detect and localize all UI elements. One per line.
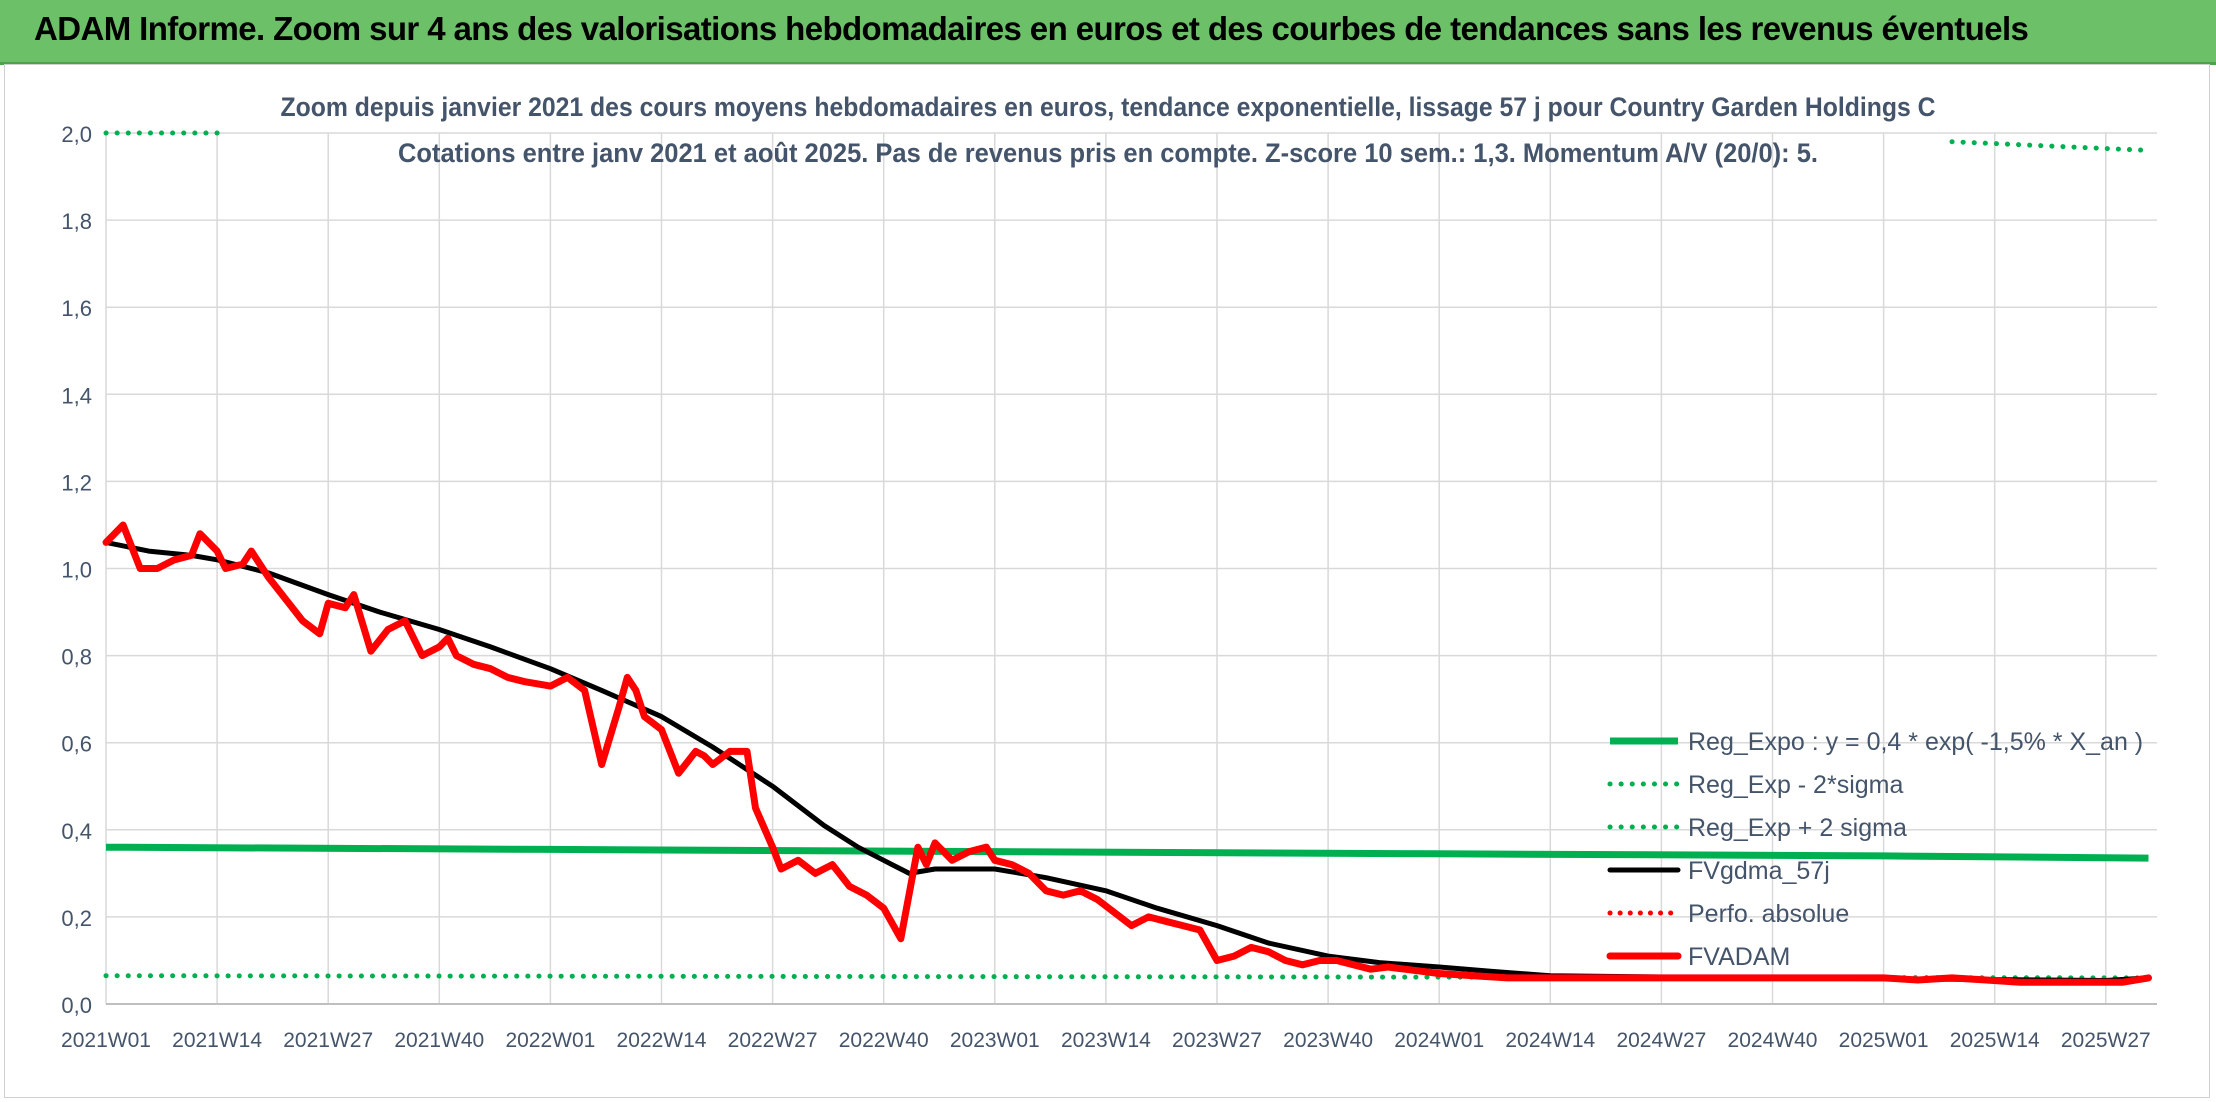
legend-label-fvgdma-57j: FVgdma_57j (1688, 857, 1830, 885)
series-line-reg-expo (105, 843, 2149, 862)
y-tick-label: 1,4 (61, 383, 92, 408)
x-tick-label: 2025W27 (2061, 1029, 2151, 1052)
y-tick-label: 0,4 (61, 819, 92, 844)
y-tick-label: 1,2 (61, 470, 92, 495)
x-tick-label: 2021W40 (394, 1029, 484, 1052)
x-tick-label: 2024W27 (1616, 1029, 1706, 1052)
title-banner: ADAM Informe. Zoom sur 4 ans des valoris… (0, 0, 2216, 65)
y-tick-label: 2,0 (61, 122, 92, 147)
chart-frame (4, 64, 2210, 1098)
x-tick-label: 2024W40 (1728, 1029, 1818, 1052)
legend-label-reg-exp-plus-2sigma: Reg_Exp + 2 sigma (1688, 814, 1907, 842)
x-tick-label: 2021W14 (172, 1029, 262, 1052)
legend-label-perfo-absolue: Perfo. absolue (1688, 900, 1849, 928)
legend: Reg_Expo : y = 0,4 * exp( -1,5% * X_an )… (1606, 728, 2143, 971)
chart-title: Zoom depuis janvier 2021 des cours moyen… (281, 92, 1936, 122)
x-tick-label: 2022W01 (505, 1029, 595, 1052)
x-tick-label: 2022W40 (839, 1029, 929, 1052)
series-line-fvadam (102, 521, 2152, 986)
x-tick-label: 2021W01 (61, 1029, 151, 1052)
x-tick-label: 2024W01 (1394, 1029, 1484, 1052)
y-axis: 0,0 0,2 0,4 0,6 0,8 1,0 1,2 1,4 1,6 1,8 2,0 (61, 122, 92, 1018)
x-tick-label: 2025W14 (1950, 1029, 2040, 1052)
x-tick-label: 2022W14 (617, 1029, 707, 1052)
y-tick-label: 0,6 (61, 732, 92, 757)
legend-label-reg-expo: Reg_Expo : y = 0,4 * exp( -1,5% * X_an ) (1688, 728, 2143, 756)
legend-label-fvadam: FVADAM (1688, 943, 1790, 971)
legend-label-reg-exp-minus-2sigma: Reg_Exp - 2*sigma (1688, 771, 1903, 799)
x-tick-label: 2021W27 (283, 1029, 373, 1052)
x-tick-label: 2023W14 (1061, 1029, 1151, 1052)
x-tick-label: 2022W27 (728, 1029, 818, 1052)
y-tick-label: 0,8 (61, 645, 92, 670)
y-tick-label: 0,0 (61, 993, 92, 1018)
series-line-reg-exp-plus-2sigma (1949, 139, 2151, 153)
series-lines (102, 130, 2152, 986)
x-tick-label: 2025W01 (1839, 1029, 1929, 1052)
y-tick-label: 1,0 (61, 558, 92, 583)
grid-lines (105, 132, 2157, 1005)
y-tick-label: 0,2 (61, 906, 92, 931)
y-tick-label: 1,8 (61, 209, 92, 234)
y-tick-label: 1,6 (61, 296, 92, 321)
series-line-reg-exp-minus-2sigma (103, 973, 2151, 981)
banner-title: ADAM Informe. Zoom sur 4 ans des valoris… (34, 10, 2029, 47)
x-tick-label: 2023W40 (1283, 1029, 1373, 1052)
x-axis: 2021W01 2021W14 2021W27 2021W40 2022W01 2022W… (61, 1029, 2151, 1052)
chart-subtitle: Cotations entre janv 2021 et août 2025. … (398, 138, 1818, 168)
x-tick-label: 2023W27 (1172, 1029, 1262, 1052)
x-tick-label: 2024W14 (1505, 1029, 1595, 1052)
x-tick-label: 2023W01 (950, 1029, 1040, 1052)
